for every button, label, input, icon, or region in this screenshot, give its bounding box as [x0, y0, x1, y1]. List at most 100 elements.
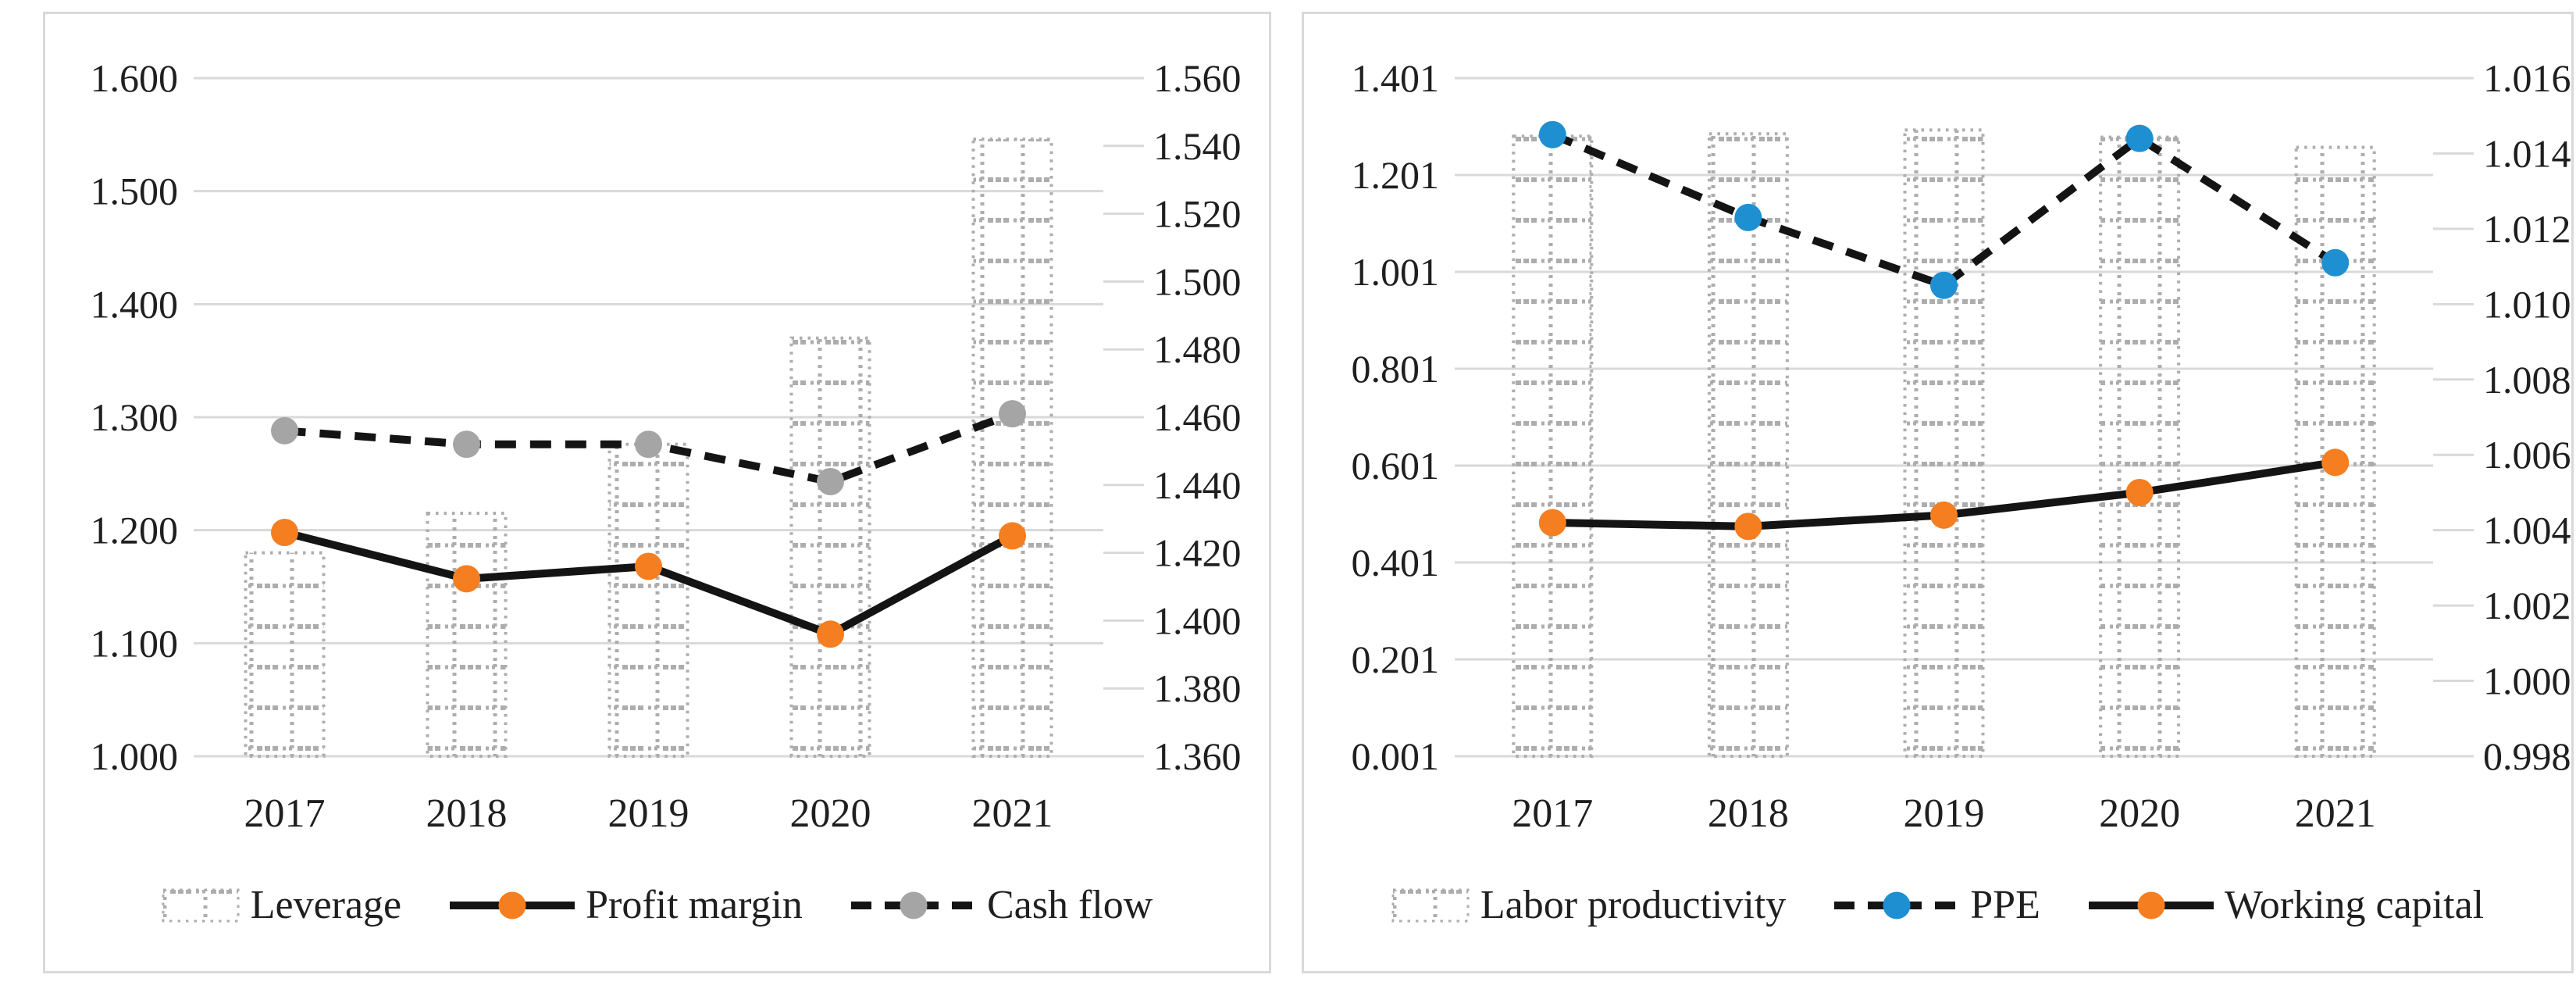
y-axis-right-tick-label: 1.000 — [2483, 659, 2571, 703]
y-axis-right-tick-label: 1.540 — [1153, 124, 1242, 168]
legend-bar-swatch — [162, 888, 240, 923]
marker — [635, 430, 662, 459]
marker — [2125, 478, 2154, 506]
bar — [1707, 132, 1789, 759]
marker — [453, 565, 480, 593]
y-axis-left-tick-label: 0.001 — [1352, 734, 1440, 778]
y-axis-right-tick-label: 1.010 — [2483, 282, 2571, 326]
marker — [817, 467, 844, 495]
legend-item-labor-productivity: Labor productivity — [1391, 885, 1786, 926]
y-axis-right-tick-label: 1.460 — [1153, 395, 1242, 439]
y-axis-right-tick-label: 1.008 — [2483, 358, 2571, 402]
legend-marker — [900, 891, 928, 920]
legend-label: Working capital — [2224, 883, 2485, 927]
y-axis-right-tick-label: 1.014 — [2483, 131, 2571, 175]
y-axis-left-tick-label: 1.200 — [91, 509, 179, 552]
y-axis-right-tick-label: 1.002 — [2483, 584, 2571, 627]
y-axis-left-tick-label: 1.500 — [91, 170, 179, 213]
legend-item-working-capital: Working capital — [2088, 883, 2485, 927]
marker — [271, 416, 298, 445]
y-axis-right-tick-label: 1.420 — [1153, 531, 1242, 575]
y-axis-left-tick-label: 0.801 — [1352, 347, 1440, 391]
bar — [971, 137, 1053, 758]
x-axis-tick-label: 2019 — [1904, 791, 1985, 836]
bar — [1903, 128, 1985, 758]
legend-label: Leverage — [250, 883, 402, 927]
x-axis-tick-label: 2021 — [972, 791, 1053, 836]
legend-bar-swatch — [1391, 888, 1470, 923]
x-axis-tick-label: 2017 — [244, 791, 326, 836]
chart-canvas-left: 1.600 1.500 1.400 1.300 1.200 1.100 1.000 1.560… — [91, 56, 1242, 836]
marker — [999, 522, 1026, 550]
y-axis-right-tick-label: 1.560 — [1153, 56, 1242, 100]
x-axis-tick-label: 2020 — [2099, 791, 2180, 836]
y-axis-left-tick-label: 1.300 — [91, 395, 179, 439]
y-axis-right-tick-label: 1.480 — [1153, 327, 1242, 371]
y-axis-right-tick-label: 1.012 — [2483, 207, 2571, 251]
bar — [426, 511, 508, 758]
marker — [635, 552, 662, 580]
legend-solid-line-swatch — [2088, 891, 2214, 920]
legend-item-leverage: Leverage — [162, 885, 401, 926]
x-axis-tick-label: 2018 — [1708, 791, 1789, 836]
y-axis-right-tick-label: 1.380 — [1153, 666, 1242, 710]
legend-marker — [498, 891, 526, 920]
marker — [2321, 248, 2350, 277]
marker — [817, 620, 844, 648]
legend-left: Leverage Profit margin Cash flow — [45, 885, 1269, 926]
x-axis-tick-label: 2020 — [790, 791, 871, 836]
legend-solid-line-swatch — [450, 891, 575, 920]
legend-right: Labor productivity PPE Working capital — [1304, 885, 2571, 926]
left-chart-panel: 1.600 1.500 1.400 1.300 1.200 1.100 1.000 1.560… — [43, 12, 1271, 973]
legend-dashed-line-swatch — [850, 891, 976, 920]
legend-marker — [2137, 891, 2165, 920]
y-axis-right-tick-label: 1.016 — [2483, 56, 2571, 100]
bar — [2099, 135, 2181, 758]
x-axis-tick-label: 2017 — [1512, 791, 1593, 836]
marker — [999, 400, 1026, 428]
y-axis-right-tick-label: 1.006 — [2483, 433, 2571, 477]
legend-bar-chip — [162, 888, 240, 923]
legend-dashed-line-swatch — [1834, 891, 1960, 920]
marker — [1930, 501, 1958, 529]
legend-label: PPE — [1970, 883, 2040, 927]
y-axis-left-tick-label: 1.400 — [91, 282, 179, 326]
y-axis-left-tick-label: 1.000 — [91, 734, 179, 778]
y-axis-left-tick-label: 1.100 — [91, 621, 179, 665]
bar — [1512, 134, 1594, 758]
marker — [1538, 509, 1566, 537]
legend-item-profit-margin: Profit margin — [450, 885, 803, 926]
legend-item-ppe: PPE — [1834, 885, 2040, 926]
y-axis-right-tick-label: 1.400 — [1153, 598, 1242, 642]
line-dashed — [1551, 130, 2338, 290]
marker — [2321, 448, 2350, 477]
bar — [244, 551, 326, 758]
y-axis-left-tick-label: 0.401 — [1352, 541, 1440, 584]
y-axis-right-tick-label: 1.500 — [1153, 259, 1242, 303]
y-axis-left-tick-label: 1.600 — [91, 56, 179, 100]
chart-canvas-right: 1.401 1.201 1.001 0.801 0.601 0.401 0.201 0.001… — [1352, 56, 2571, 836]
legend-label: Cash flow — [986, 883, 1153, 927]
y-axis-right-tick-label: 1.520 — [1153, 192, 1242, 236]
legend-label: Profit margin — [586, 883, 803, 927]
right-chart-panel: 1.401 1.201 1.001 0.801 0.601 0.401 0.201 0.001… — [1302, 12, 2574, 973]
marker — [1734, 512, 1762, 541]
x-axis-tick-label: 2018 — [426, 791, 508, 836]
bar — [607, 442, 689, 758]
y-axis-right-tick-label: 0.998 — [2483, 734, 2571, 778]
y-axis-right-tick-label: 1.440 — [1153, 463, 1242, 507]
marker — [1538, 120, 1566, 148]
legend-marker — [1883, 891, 1911, 920]
legend-item-cash-flow: Cash flow — [850, 883, 1153, 927]
marker — [453, 430, 480, 459]
marker — [1734, 203, 1762, 231]
x-axis-tick-label: 2021 — [2295, 791, 2376, 836]
x-axis-tick-label: 2019 — [608, 791, 689, 836]
marker — [2125, 124, 2154, 152]
y-axis-left-tick-label: 1.001 — [1352, 250, 1440, 294]
y-axis-left-tick-label: 0.201 — [1352, 637, 1440, 681]
y-axis-left-tick-label: 1.401 — [1352, 56, 1440, 100]
legend-label: Labor productivity — [1480, 883, 1787, 927]
bar — [789, 336, 871, 758]
